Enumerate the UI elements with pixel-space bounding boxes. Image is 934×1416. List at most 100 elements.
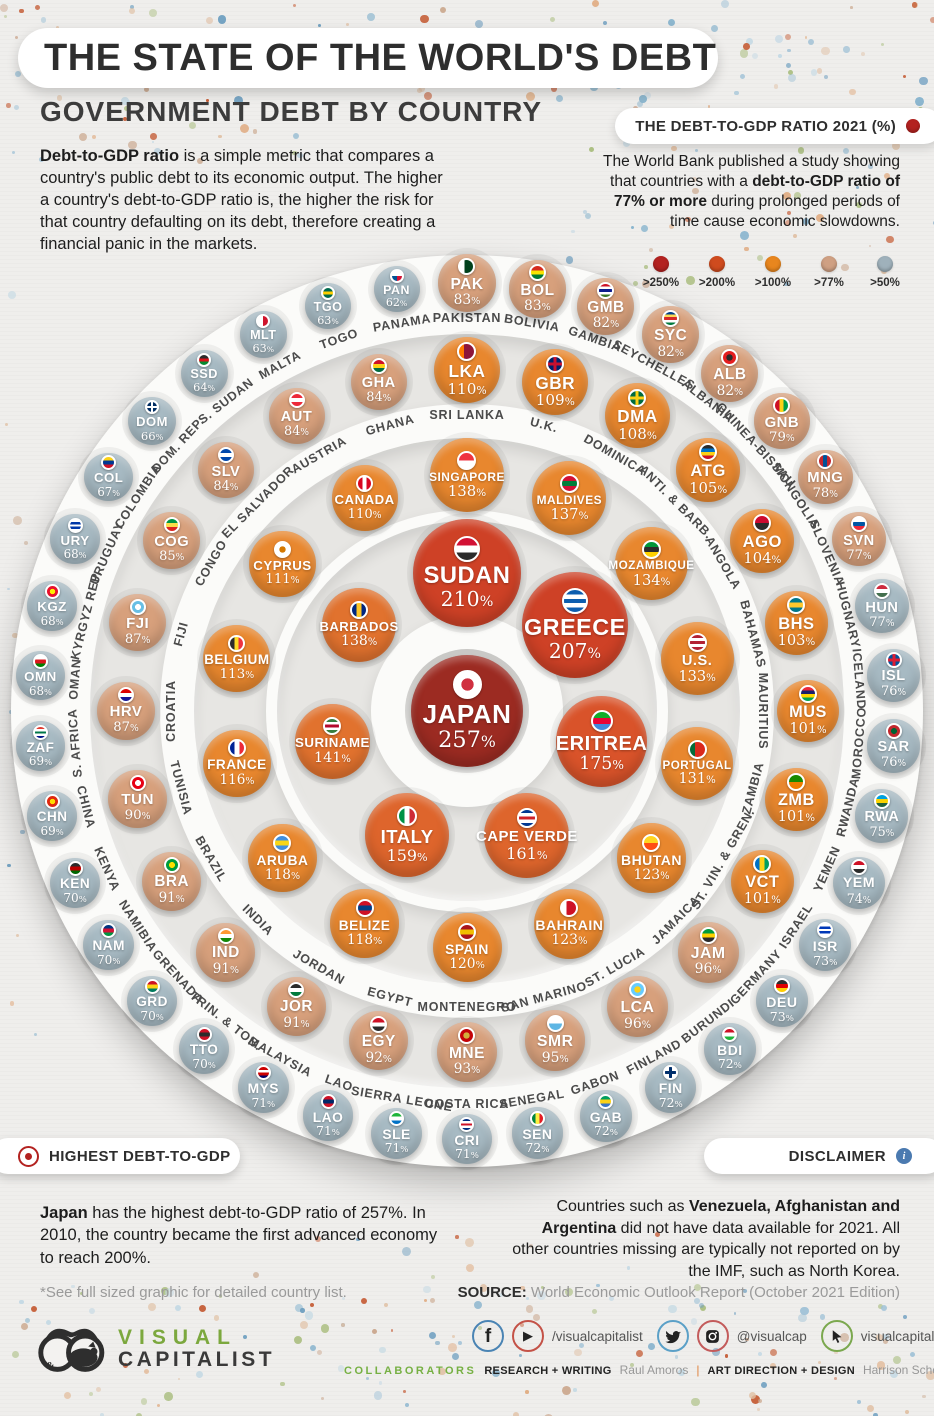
country-code: TGO [313, 299, 343, 314]
source-line: SOURCE: World Economic Outlook Report (O… [458, 1284, 900, 1301]
flag-icon-suriname [323, 717, 342, 736]
country-code: PAK [450, 276, 484, 294]
debt-value: 71% [455, 1147, 479, 1162]
legend-item-100: >100% [752, 256, 794, 289]
flag-icon-hrv [117, 687, 134, 704]
legend-label: >77% [814, 277, 844, 289]
country-bubble-gha: GHA 84% [350, 353, 407, 410]
flag-icon-gmb [597, 281, 615, 299]
debt-value: 96% [694, 961, 722, 978]
country-bubble-hun: HUN 77% [854, 578, 910, 634]
country-name: BELIZE [338, 918, 391, 934]
country-bubble-sar: SAR 76% [866, 719, 921, 774]
flag-icon-france [227, 739, 246, 758]
debt-value: 73% [769, 1009, 794, 1025]
country-bubble-pak: PAK 83% [438, 254, 496, 312]
debt-value: 71% [316, 1123, 340, 1138]
debt-value: 72% [525, 1141, 550, 1156]
country-code: GNB [764, 414, 800, 431]
flag-icon-ind [217, 928, 234, 945]
country-name: SUDAN [423, 562, 511, 589]
twitter-icon[interactable] [656, 1320, 689, 1352]
ring-label-mauritius: MAURITIUS [756, 672, 770, 750]
country-bubble-portugal: PORTUGAL 131% [660, 727, 734, 800]
country-code: GBR [535, 372, 576, 393]
debt-value: 103% [777, 632, 816, 650]
flag-icon-mne [458, 1027, 476, 1045]
country-code: ISR [812, 937, 838, 954]
youtube-icon[interactable]: ▶ [512, 1320, 544, 1352]
flag-icon-zaf [32, 724, 48, 740]
debt-value: 110% [447, 380, 487, 399]
target-icon [18, 1145, 39, 1167]
facebook-icon[interactable]: f [472, 1320, 504, 1352]
country-bubble-cri: CRI 71% [441, 1113, 493, 1165]
social-handle-instagram[interactable]: @visualcap [736, 1328, 807, 1344]
country-bubble-rwa: RWA 75% [855, 789, 909, 843]
country-code: MUS [789, 702, 827, 721]
country-name: CYPRUS [253, 557, 312, 573]
flag-icon-dma [628, 388, 647, 407]
flag-icon-lao [320, 1093, 336, 1109]
country-bubble-france: FRANCE 116% [203, 729, 271, 798]
page-title: THE STATE OF THE WORLD'S DEBT [44, 36, 717, 79]
flag-icon-aut [288, 392, 305, 409]
country-name: BHUTAN [620, 851, 683, 868]
flag-icon-ken [67, 861, 83, 877]
social-handle-cursor[interactable]: visualcapitalist.com [860, 1328, 934, 1344]
debt-value: 76% [881, 684, 907, 700]
debt-value: 105% [689, 479, 728, 497]
flag-icon-ago [753, 514, 772, 533]
debt-value: 71% [251, 1095, 276, 1110]
disclaimer-pill-label: DISCLAIMER [788, 1147, 886, 1165]
country-bubble-slv: SLV 84% [197, 441, 254, 498]
instagram-icon[interactable] [696, 1320, 729, 1352]
country-bubble-fin: FIN 72% [644, 1061, 697, 1114]
country-code: AUT [280, 409, 313, 426]
disclaimer-text: Countries such as Venezuela, Afghanistan… [510, 1196, 900, 1282]
country-bubble-yem: YEM 74% [832, 856, 886, 910]
flag-icon-fji [129, 599, 146, 616]
flag-icon-tun [129, 775, 146, 792]
debt-value: 257% [438, 726, 496, 753]
country-code: HRV [109, 704, 143, 721]
country-name: CANADA [334, 492, 395, 508]
debt-value: 108% [618, 424, 657, 443]
country-bubble-jpn: JAPAN 257% [411, 655, 523, 767]
flag-icon-maldives [559, 474, 579, 494]
country-bubble-italy: ITALY 159% [365, 793, 450, 878]
country-code: NAM [92, 938, 125, 954]
flag-icon-jam [699, 927, 717, 945]
country-bubble-syc: SYC 82% [642, 306, 700, 364]
country-bubble-bol: BOL 83% [508, 260, 567, 318]
flag-icon-belgium [228, 635, 246, 653]
country-code: ALB [713, 365, 747, 383]
country-bubble-atg: ATG 105% [675, 437, 741, 503]
debt-value: 118% [346, 932, 383, 949]
legend-dot-icon [709, 256, 725, 272]
debt-value: 111% [265, 572, 300, 588]
flag-icon-sudan [453, 535, 480, 562]
country-bubble-cyprus: CYPRUS 111% [249, 530, 316, 597]
flag-icon-cri [459, 1116, 475, 1132]
legend-label: >250% [642, 277, 680, 289]
country-bubble-gab: GAB 72% [580, 1090, 632, 1142]
flag-icon-slv [217, 446, 234, 463]
country-code: GRD [136, 994, 168, 1010]
flag-icon-mng [817, 453, 834, 470]
country-bubble-tgo: TGO 63% [304, 282, 352, 330]
country-code: TUN [121, 791, 154, 809]
flag-icon-mys [255, 1065, 271, 1081]
country-bubble-ago: AGO 104% [730, 508, 795, 573]
country-bubble-tun: TUN 90% [108, 770, 167, 829]
debt-value: 78% [812, 485, 839, 501]
country-name: BARBADOS [319, 618, 399, 634]
country-bubble-sle: SLE 71% [371, 1107, 423, 1159]
country-bubble-lka: LKA 110% [433, 336, 501, 404]
flag-icon-svn [850, 515, 867, 532]
legend-item-200: >200% [696, 256, 738, 289]
social-handle-youtube[interactable]: /visualcapitalist [552, 1328, 643, 1344]
ratio-pill: THE DEBT-TO-GDP RATIO 2021 (%) [615, 108, 934, 144]
disclaimer-post: did not have data available for 2021. Al… [512, 1219, 900, 1280]
cursor-icon[interactable] [820, 1320, 853, 1352]
